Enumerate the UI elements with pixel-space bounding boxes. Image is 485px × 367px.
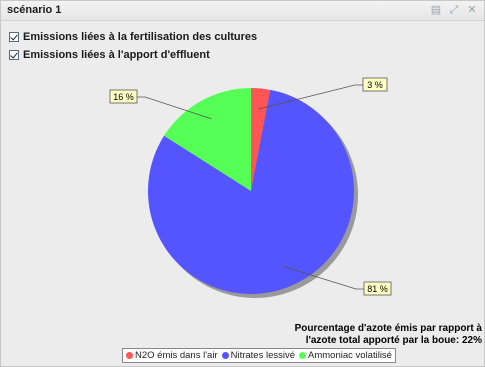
legend-item: N2O émis dans l'air xyxy=(126,350,218,361)
legend-swatch xyxy=(221,352,229,359)
fertilisation-option[interactable]: Emissions liées à la fertilisation des c… xyxy=(9,31,257,43)
legend-swatch xyxy=(126,352,133,359)
footnote-line-2: l'azote total apporté par la boue: 22% xyxy=(305,335,482,346)
pie-label-box xyxy=(109,89,138,104)
legend-label: Ammoniac volatilisé xyxy=(308,350,392,361)
legend-label: Nitrates lessivé xyxy=(230,350,296,361)
pie-slice[interactable] xyxy=(164,88,251,191)
legend-label: N2O émis dans l'air xyxy=(135,350,218,361)
pie-leader-line xyxy=(283,266,364,290)
effluent-label: Emissions liées à l'apport d'effluent xyxy=(23,49,210,61)
fertilisation-checkbox[interactable] xyxy=(9,32,19,42)
export-icon[interactable]: ▤ xyxy=(430,4,442,16)
pie-label: 81 % xyxy=(367,284,388,294)
pie-slices xyxy=(147,88,354,295)
pie-label: 3 % xyxy=(367,80,383,90)
pie-slice[interactable] xyxy=(147,89,354,295)
pie-chart: 3 % 81 % 16 % xyxy=(109,77,392,298)
pie-label-box xyxy=(362,77,388,92)
legend-item: Ammoniac volatilisé xyxy=(299,350,392,361)
pie-leader-line xyxy=(258,84,363,110)
pie-label: 16 % xyxy=(113,92,134,102)
window-title: scénario 1 xyxy=(7,4,62,16)
effluent-option[interactable]: Emissions liées à l'apport d'effluent xyxy=(9,49,210,61)
nitrogen-footnote: Pourcentage d'azote émis par rapport à l… xyxy=(295,323,482,347)
pie-labels: 3 % 81 % 16 % xyxy=(109,77,392,296)
close-icon[interactable]: ✕ xyxy=(467,4,477,16)
window-controls: ▤ ⤢ ✕ xyxy=(430,4,478,16)
legend-item: Nitrates lessivé xyxy=(221,350,296,361)
pie-leader-line xyxy=(137,96,212,120)
effluent-checkbox[interactable] xyxy=(9,50,19,60)
pie-slice[interactable] xyxy=(251,88,271,191)
window-titlebar: scénario 1 ▤ ⤢ ✕ xyxy=(1,1,484,21)
pie-label-box xyxy=(363,281,392,296)
fertilisation-label: Emissions liées à la fertilisation des c… xyxy=(23,31,258,43)
restore-icon[interactable]: ⤢ xyxy=(449,4,459,16)
footnote-line-1: Pourcentage d'azote émis par rapport à xyxy=(294,323,482,334)
legend-swatch xyxy=(299,352,307,359)
pie-leaders xyxy=(137,84,364,290)
chart-legend: N2O émis dans l'air Nitrates lessivé Ammon… xyxy=(122,348,396,363)
